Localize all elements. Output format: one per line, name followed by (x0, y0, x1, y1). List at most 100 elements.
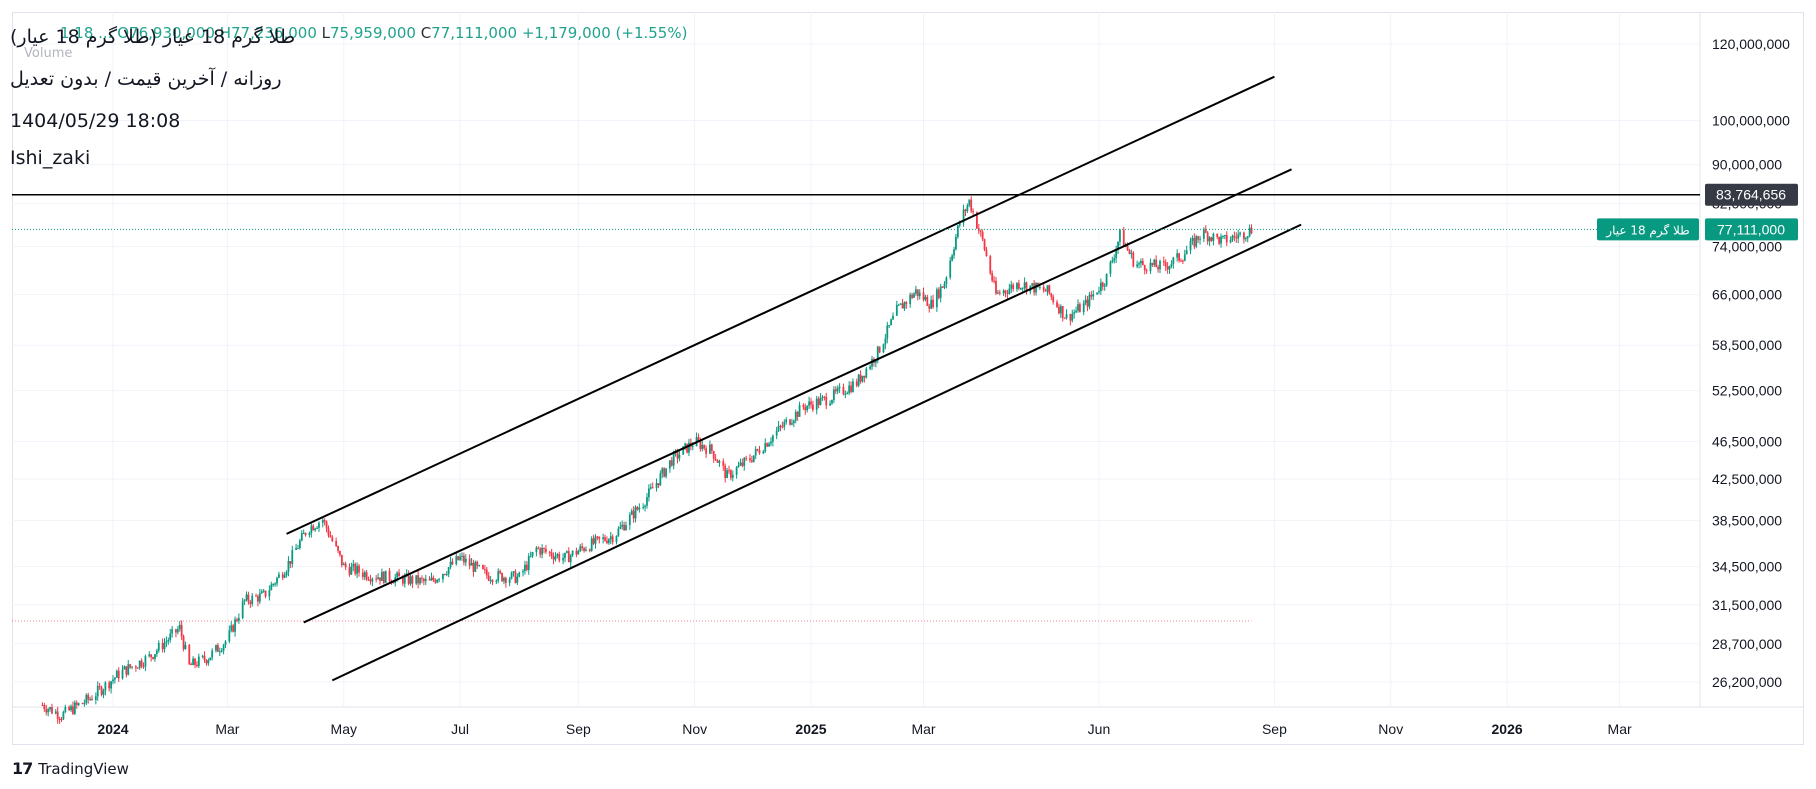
candle-up (89, 698, 92, 700)
candle-up (1130, 252, 1133, 254)
tradingview-logo[interactable]: 17 TradingView (12, 759, 129, 778)
candle-down (108, 682, 111, 689)
candle-up (49, 707, 51, 710)
candle-down (91, 698, 93, 701)
candle-up (409, 576, 412, 584)
candle-down (1225, 235, 1228, 243)
last-price-label-bg (1705, 218, 1798, 241)
candle-up (144, 656, 147, 667)
candle-down (216, 645, 219, 652)
candle-up (314, 528, 317, 531)
candle-up (1185, 250, 1188, 255)
chart-frame (12, 12, 1804, 745)
candle-up (958, 222, 961, 226)
candle-down (543, 548, 545, 550)
candle-down (823, 396, 826, 398)
candle-up (1092, 294, 1095, 297)
candle-up (234, 619, 236, 632)
candle-up (649, 487, 652, 489)
candle-up (865, 368, 868, 378)
candle-down (358, 565, 360, 573)
candle-down (558, 554, 561, 561)
candle-up (659, 473, 662, 486)
candle-up (1109, 262, 1112, 274)
candle-up (955, 236, 957, 250)
candle-up (1176, 253, 1179, 258)
candle-up (1212, 233, 1215, 241)
candle-up (241, 601, 244, 618)
candle-down (804, 407, 807, 411)
candle-up (836, 388, 839, 392)
candle-down (125, 666, 128, 675)
candle-down (1164, 262, 1167, 267)
candle-down (205, 660, 208, 664)
candle-down (855, 381, 858, 386)
candle-down (1155, 259, 1158, 268)
candle-down (339, 550, 341, 555)
candle-up (1082, 303, 1085, 313)
candle-down (1128, 249, 1131, 254)
candle-up (251, 595, 254, 604)
candle-down (714, 458, 717, 461)
candle-up (1035, 282, 1037, 293)
candle-up (918, 292, 921, 297)
candle-up (222, 644, 225, 651)
candle-up (718, 461, 721, 463)
candle-up (541, 548, 543, 555)
candle-up (1136, 264, 1139, 267)
x-tick-label: Mar (1608, 721, 1632, 737)
candle-down (825, 396, 828, 406)
volume-label[interactable]: Volume (24, 46, 73, 61)
candle-down (926, 297, 929, 306)
x-tick-label: Jun (1088, 721, 1111, 737)
candle-down (417, 575, 420, 584)
candle-up (522, 571, 524, 573)
hline-price-label-bg (1705, 183, 1798, 206)
candle-up (808, 401, 810, 406)
trendline-lower[interactable] (331, 223, 1302, 682)
candle-down (257, 596, 259, 602)
candle-up (1115, 249, 1118, 259)
candle-down (41, 705, 44, 707)
candle-up (726, 470, 728, 479)
candle-up (318, 522, 320, 528)
y-tick-label: 34,500,000 (1712, 559, 1782, 575)
y-tick-label: 52,500,000 (1712, 383, 1782, 399)
candle-down (483, 569, 486, 571)
candle-up (682, 446, 685, 455)
candle-down (142, 666, 145, 668)
candle-up (459, 556, 461, 560)
candle-up (201, 655, 204, 657)
candle-down (1090, 294, 1093, 297)
candle-up (579, 546, 582, 551)
candle-up (529, 556, 532, 558)
candle-up (464, 558, 467, 563)
candle-down (1218, 236, 1221, 244)
candle-down (421, 578, 423, 580)
candle-down (928, 305, 931, 309)
candle-up (1077, 304, 1079, 311)
candle-up (430, 577, 433, 581)
candle-up (1096, 292, 1098, 295)
candle-up (1111, 260, 1114, 263)
trendline-middle[interactable] (303, 168, 1293, 624)
candle-up (792, 420, 795, 424)
candle-down (697, 437, 700, 441)
y-tick-label: 42,500,000 (1712, 471, 1782, 487)
trendline-upper[interactable] (286, 75, 1275, 535)
candle-up (1170, 263, 1173, 267)
candle-up (1008, 288, 1011, 294)
candle-up (646, 497, 648, 506)
candle-down (1025, 282, 1028, 292)
candle-up (474, 561, 477, 572)
candle-down (575, 550, 578, 555)
candle-up (285, 571, 288, 576)
candle-down (161, 642, 164, 650)
candle-down (344, 563, 347, 568)
candle-up (1191, 237, 1194, 241)
candle-up (962, 209, 965, 223)
y-tick-label: 74,000,000 (1712, 239, 1782, 255)
candle-up (176, 629, 179, 633)
candle-up (771, 435, 774, 442)
